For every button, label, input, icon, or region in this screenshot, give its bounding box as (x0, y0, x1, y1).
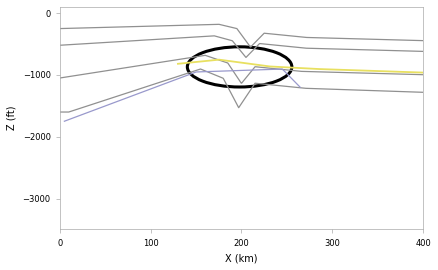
X-axis label: X (km): X (km) (225, 253, 258, 263)
Y-axis label: Z (ft): Z (ft) (7, 106, 17, 130)
